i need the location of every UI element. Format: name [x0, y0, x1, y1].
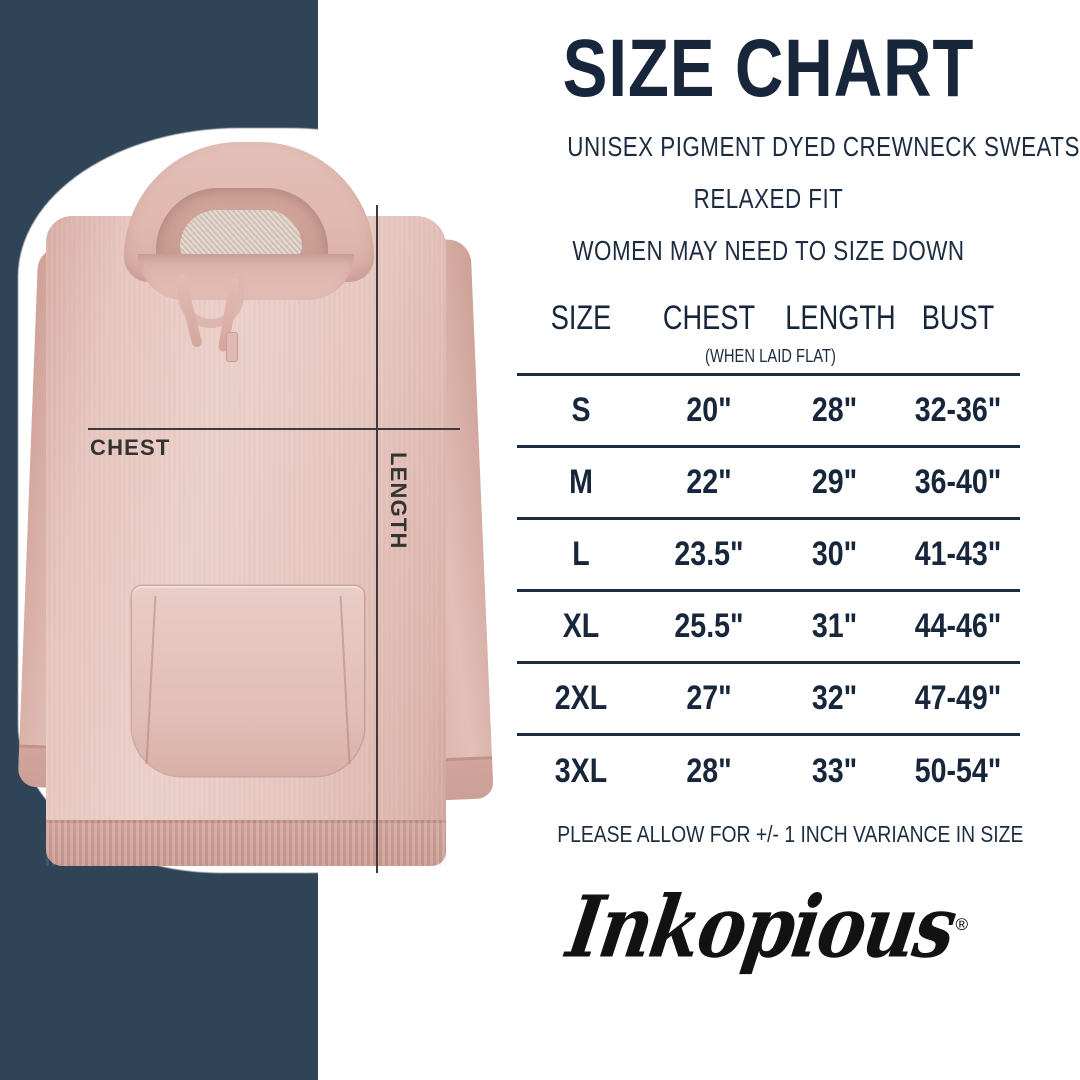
cell-bust: 36-40": [896, 447, 1020, 519]
size-table-head: SIZE CHEST LENGTH BUST (WHEN LAID FLAT): [517, 293, 1020, 375]
cell-size-value: XL: [562, 607, 600, 646]
cell-length: 30": [773, 519, 896, 591]
header-chest: CHEST: [645, 293, 773, 345]
table-row: S 20" 28" 32-36": [517, 374, 1020, 447]
cell-bust-value: 50-54": [914, 751, 1002, 790]
cell-chest: 23.5": [645, 519, 773, 591]
kangaroo-pocket: [132, 586, 364, 776]
subheader-when-laid-flat: (WHEN LAID FLAT): [645, 345, 896, 375]
subheader-spacer-right: [896, 345, 1020, 375]
cell-size: 3XL: [517, 735, 645, 807]
ribbed-hem: [46, 820, 446, 866]
header-size-label: SIZE: [550, 299, 612, 338]
cell-length-value: 29": [811, 463, 858, 502]
cell-chest-value: 25.5": [674, 607, 744, 646]
size-table: SIZE CHEST LENGTH BUST (WHEN LAID FLAT) …: [517, 293, 1020, 807]
chest-measure-label: CHEST: [90, 435, 171, 460]
size-table-body: S 20" 28" 32-36" M 22" 29" 36-40" L 23.5…: [517, 374, 1020, 807]
subtitle-sizing-advice: WOMEN MAY NEED TO SIZE DOWN: [572, 234, 965, 266]
brand-logo: Inkopious®: [517, 876, 1020, 994]
hood-lining: [180, 210, 302, 258]
cell-length: 28": [773, 375, 896, 447]
cell-chest-value: 27": [686, 679, 732, 718]
cell-size: L: [517, 519, 645, 591]
header-length: LENGTH: [773, 293, 896, 345]
cell-chest: 25.5": [645, 591, 773, 663]
cell-size-value: L: [572, 535, 590, 574]
subtitle-product: UNISEX PIGMENT DYED CREWNECK SWEATSHIRT: [567, 130, 1080, 162]
cell-bust: 32-36": [896, 375, 1020, 447]
cell-size-value: M: [569, 463, 593, 502]
cell-chest-value: 22": [686, 463, 732, 502]
registered-trademark-icon: ®: [955, 914, 969, 934]
page-title: SIZE CHART: [562, 23, 975, 114]
header-chest-label: CHEST: [662, 299, 756, 338]
table-header-row: SIZE CHEST LENGTH BUST: [517, 293, 1020, 345]
cell-chest-value: 28": [686, 751, 732, 790]
cell-bust: 41-43": [896, 519, 1020, 591]
chart-column: SIZE CHART UNISEX PIGMENT DYED CREWNECK …: [517, 0, 1080, 1080]
cell-chest-value: 20": [686, 391, 732, 430]
header-bust: BUST: [896, 293, 1020, 345]
cell-bust: 50-54": [896, 735, 1020, 807]
cell-size: XL: [517, 591, 645, 663]
cell-chest: 22": [645, 447, 773, 519]
length-measure-label: LENGTH: [386, 452, 411, 550]
header-length-label: LENGTH: [785, 299, 896, 338]
table-row: L 23.5" 30" 41-43": [517, 518, 1020, 591]
cell-bust: 47-49": [896, 663, 1020, 735]
subheader-spacer-left: [517, 345, 645, 375]
header-size: SIZE: [517, 293, 645, 345]
table-row: M 22" 29" 36-40": [517, 446, 1020, 519]
header-bust-label: BUST: [921, 299, 995, 338]
cell-length: 32": [773, 663, 896, 735]
cell-size: 2XL: [517, 663, 645, 735]
cell-size: S: [517, 375, 645, 447]
cell-chest: 28": [645, 735, 773, 807]
sweatshirt-body: [46, 216, 446, 846]
cell-bust-value: 47-49": [914, 679, 1002, 718]
cell-length-value: 32": [811, 679, 858, 718]
cell-length: 31": [773, 591, 896, 663]
cell-length-value: 33": [811, 751, 858, 790]
brand-name: Inkopious: [561, 876, 962, 977]
cell-bust-value: 36-40": [914, 463, 1002, 502]
cell-bust-value: 32-36": [914, 391, 1002, 430]
cell-chest-value: 23.5": [674, 535, 744, 574]
cell-length-value: 28": [811, 391, 858, 430]
product-photo: CHEST LENGTH: [0, 0, 520, 1080]
cell-size: M: [517, 447, 645, 519]
subtitle-fit: RELAXED FIT: [693, 182, 844, 214]
cell-bust-value: 44-46": [914, 607, 1002, 646]
cell-bust-value: 41-43": [914, 535, 1002, 574]
chest-measure-line: [88, 428, 460, 430]
drawstring-aglet: [226, 332, 238, 362]
table-subheader-row: (WHEN LAID FLAT): [517, 345, 1020, 375]
length-measure-line: [376, 205, 378, 873]
cell-length: 33": [773, 735, 896, 807]
cell-length-value: 31": [811, 607, 858, 646]
table-row: 2XL 27" 32" 47-49": [517, 662, 1020, 735]
variance-note: PLEASE ALLOW FOR +/- 1 INCH VARIANCE IN …: [557, 820, 1024, 847]
cell-size-value: S: [571, 391, 591, 430]
cell-chest: 20": [645, 375, 773, 447]
cell-size-value: 3XL: [554, 751, 608, 790]
table-row: XL 25.5" 31" 44-46": [517, 590, 1020, 663]
subheader-label: (WHEN LAID FLAT): [705, 346, 836, 367]
table-row: 3XL 28" 33" 50-54": [517, 734, 1020, 807]
cell-bust: 44-46": [896, 591, 1020, 663]
cell-length-value: 30": [811, 535, 858, 574]
hooded-sweatshirt-illustration: [17, 136, 494, 866]
cell-length: 29": [773, 447, 896, 519]
neckline: [138, 254, 354, 300]
cell-chest: 27": [645, 663, 773, 735]
cell-size-value: 2XL: [554, 679, 608, 718]
